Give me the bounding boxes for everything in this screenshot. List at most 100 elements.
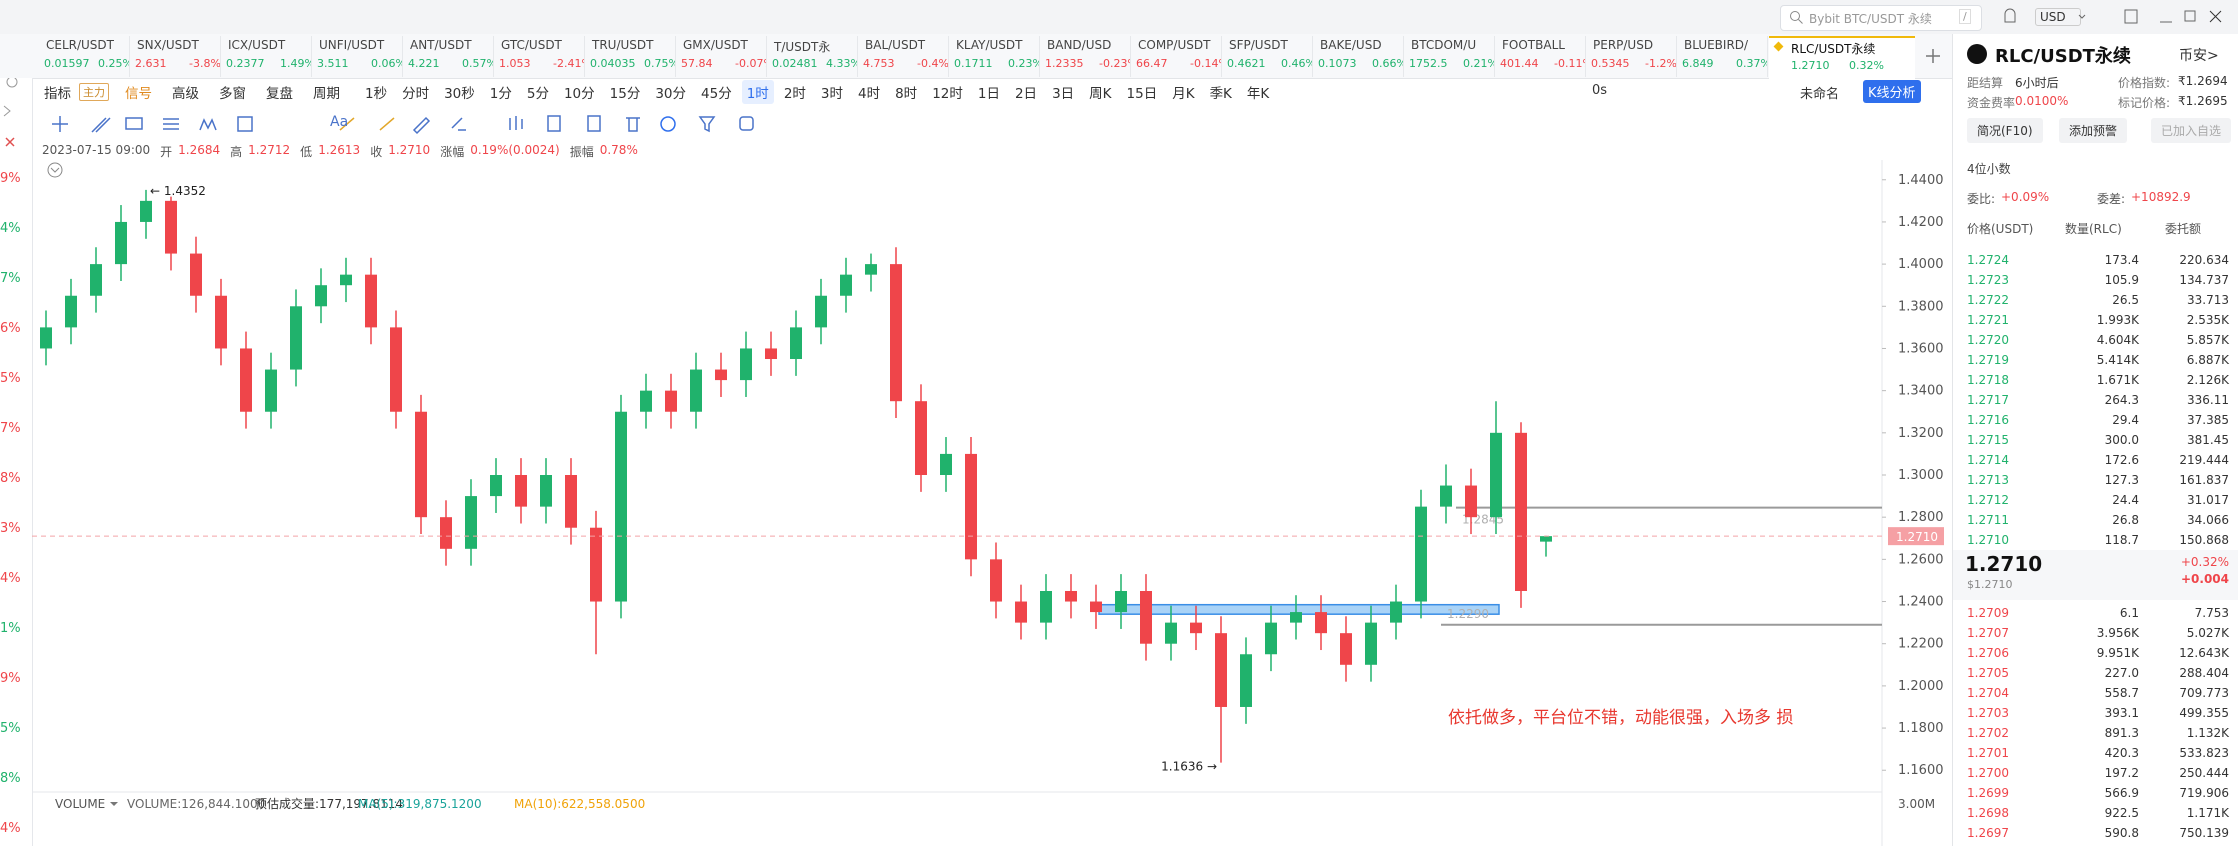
ticker-tab[interactable]: ICX/USDT 0.2377 1.49% (222, 36, 312, 77)
panel-button[interactable]: 简况(F10) (1967, 118, 2043, 143)
edit-tool[interactable] (587, 115, 601, 132)
crosshair-tool[interactable] (52, 116, 68, 132)
ticker-tab[interactable]: FOOTBALL 401.44 -0.11% (1496, 36, 1586, 77)
analysis-button[interactable]: K线分析 (1863, 80, 1921, 103)
window-controls[interactable] (1995, 2, 2225, 32)
add-tab[interactable] (1925, 48, 1941, 64)
ticker-tab[interactable]: BTCDOM/U 1752.5 0.21% (1405, 36, 1495, 77)
ticker-tab[interactable]: SNX/USDT 2.631 -3.8% (131, 36, 221, 77)
period-button[interactable]: 10分 (563, 86, 595, 102)
panel-button[interactable]: 已加入自选 (2151, 118, 2232, 143)
ticker-name: COMP/USDT (1138, 38, 1211, 52)
ticker-tab[interactable]: T/USDT永 0.02481 4.33% (768, 36, 858, 77)
book-qty: 26.5 (2112, 293, 2139, 307)
rect-tool[interactable] (125, 117, 143, 130)
filter-tool[interactable] (698, 116, 716, 133)
period-button[interactable]: 2日 (1014, 86, 1038, 102)
mid-section (1953, 550, 2238, 600)
ticker-tab[interactable]: ANT/USDT 4.221 0.57% (404, 36, 494, 77)
ticker-tab[interactable]: UNFI/USDT 3.511 0.06% (313, 36, 403, 77)
ticker-tab[interactable]: SFP/USDT 0.4621 0.46% (1223, 36, 1313, 77)
period-button[interactable]: 年K (1246, 86, 1270, 102)
period-button[interactable]: 周K (1089, 86, 1112, 102)
book-price: 1.2706 (1967, 646, 2009, 660)
ticker-tab[interactable]: COMP/USDT 66.47 -0.14% (1132, 36, 1222, 77)
ticker-change: 0.57% (462, 57, 494, 70)
period-button[interactable]: 季K (1209, 86, 1232, 102)
period-button[interactable]: 5分 (526, 86, 549, 102)
period-button[interactable]: 12时 (932, 86, 963, 102)
period-button[interactable]: 30分 (655, 86, 687, 102)
ticker-name: SNX/USDT (137, 38, 199, 52)
ticker-tab[interactable]: KLAY/USDT 0.1711 0.23% (950, 36, 1040, 77)
wave-tool[interactable] (199, 118, 217, 131)
ticker-tab[interactable]: GMX/USDT 57.84 -0.07% (677, 36, 767, 77)
layout-name[interactable]: 未命名 (1800, 87, 1840, 102)
search-box[interactable]: Bybit BTC/USDT 永续 / (1780, 5, 1982, 31)
period-button[interactable]: 1秒 (365, 86, 388, 102)
highlight-tool[interactable] (379, 117, 395, 131)
ticker-tab[interactable]: BAKE/USD 0.1073 0.66% (1314, 36, 1404, 77)
period-button[interactable]: 15分 (609, 86, 641, 102)
ticker-tab[interactable]: CELR/USDT 0.01597 0.25% (40, 36, 130, 77)
measure-tool[interactable] (237, 116, 253, 132)
panel-button[interactable]: 添加预警 (2059, 118, 2128, 143)
annotation: 依托做多，平台位不错，动能很强，入场多 损 (1448, 708, 1793, 728)
candle-body (1165, 622, 1177, 644)
ticker-tab-active[interactable]: RLC/USDT永续 1.2710 0.32% (1769, 36, 1915, 79)
ticker-tab[interactable]: BAL/USDT 4.753 -0.4% (859, 36, 949, 77)
period-button[interactable]: 2时 (783, 86, 806, 102)
book-price: 1.2700 (1967, 766, 2009, 780)
period-button[interactable]: 4时 (858, 86, 881, 102)
period-button[interactable]: 1日 (977, 86, 1000, 102)
period-button[interactable]: 8时 (895, 86, 918, 102)
period-button[interactable]: 1时 (741, 80, 774, 104)
period-button[interactable]: 分时 (402, 86, 430, 102)
drawing-tools[interactable] (40, 110, 780, 138)
currency-select[interactable]: USD (2035, 8, 2081, 26)
ticker-tab[interactable]: BLUEBIRD/6.849 0.37% (1678, 36, 1768, 77)
magnet-tool[interactable] (660, 116, 676, 132)
toolbar-tool[interactable]: 指标 (44, 86, 71, 102)
ticker-change: -0.14% (1190, 57, 1221, 70)
brush-tool[interactable] (451, 117, 466, 131)
lock-tool[interactable] (739, 116, 754, 131)
y-tick-label: 1.2400 (1898, 595, 1944, 610)
ticker-tab[interactable]: BAND/USD 1.2335 -0.23% (1041, 36, 1131, 77)
ticker-price: 0.1711 (954, 57, 993, 70)
period-button[interactable]: 3时 (820, 86, 843, 102)
period-button[interactable]: 3日 (1052, 86, 1075, 102)
ticker-tab[interactable]: TRU/USDT 0.04035 0.75% (586, 36, 676, 77)
info-label: 高 (230, 145, 243, 159)
toolbar-tool[interactable]: 多窗 (219, 86, 246, 102)
book-amount: 34.066 (2187, 513, 2229, 527)
font-tool[interactable]: Aa (330, 114, 349, 130)
marker-tool[interactable] (339, 117, 355, 131)
period-button[interactable]: 1分 (489, 86, 512, 102)
line-tool[interactable] (91, 117, 111, 133)
book-price: 1.2705 (1967, 666, 2009, 680)
period-button[interactable]: 月K (1172, 86, 1195, 102)
copy-tool[interactable] (547, 115, 561, 132)
fib-tool[interactable] (163, 118, 179, 130)
pen-tool[interactable] (412, 116, 431, 135)
book-qty: 5.414K (2096, 353, 2139, 367)
period-button[interactable]: 30秒 (444, 86, 475, 102)
toolbar-tool[interactable]: 复盘 (266, 86, 293, 102)
book-qty: 393.1 (2104, 706, 2139, 720)
period-button[interactable]: 45分 (701, 86, 732, 102)
toolbar-tool[interactable]: 高级 (172, 86, 199, 102)
bars-tool[interactable] (509, 116, 523, 130)
ticker-tab[interactable]: GTC/USDT 1.053 -2.41% (495, 36, 585, 77)
collapse-icon[interactable] (46, 161, 64, 179)
ticker-tab[interactable]: PERP/USD 0.5345 -1.2% (1587, 36, 1677, 77)
ticker-name: UNFI/USDT (319, 38, 385, 52)
toolbar-tool[interactable]: 主力 (79, 83, 109, 101)
decimals-select[interactable]: 4位小数 (1967, 162, 2011, 176)
book-price: 1.2723 (1967, 273, 2009, 287)
period-button[interactable]: 15日 (1126, 86, 1158, 102)
delete-tool[interactable] (626, 117, 640, 132)
toolbar-tool[interactable]: 周期 (313, 86, 340, 102)
toolbar-tool[interactable]: 信号 (125, 86, 152, 102)
exchange[interactable]: 币安> (2179, 48, 2219, 64)
